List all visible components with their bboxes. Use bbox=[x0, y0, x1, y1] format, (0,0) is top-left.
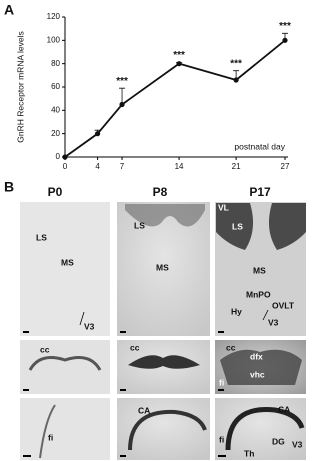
point bbox=[94, 131, 101, 137]
error-bar bbox=[119, 87, 126, 105]
stain bbox=[28, 356, 102, 371]
line-chart: 0 20 40 60 80 100 120 0 4 7 14 21 27 GnRH Receptor mR… bbox=[15, 12, 291, 171]
y-tick-label: 100 bbox=[47, 35, 61, 44]
column-title: P0 bbox=[48, 185, 63, 199]
stain bbox=[216, 203, 306, 250]
region-label: OVLT bbox=[272, 300, 295, 310]
y-axis-label: GnRH Receptor mRNA levels bbox=[15, 31, 25, 142]
y-tick-label: 20 bbox=[51, 129, 60, 138]
region-label: cc bbox=[130, 342, 140, 352]
region-label: dfx bbox=[250, 351, 263, 361]
significance: *** bbox=[279, 21, 291, 32]
column-title: P17 bbox=[249, 185, 271, 199]
stain bbox=[220, 349, 302, 385]
region-label: MnPO bbox=[246, 289, 271, 299]
point bbox=[233, 77, 239, 83]
significance: *** bbox=[230, 58, 242, 69]
region-label: fi bbox=[48, 432, 53, 442]
x-tick-label: 0 bbox=[63, 162, 68, 171]
micrograph bbox=[20, 340, 110, 394]
stain bbox=[128, 409, 207, 451]
region-label: cc bbox=[226, 342, 236, 352]
micrograph-grid: P0 P8 P17 LS MS V3 LS MS VL LS bbox=[20, 185, 306, 460]
column-title: P8 bbox=[153, 185, 168, 199]
x-annotation: postnatal day bbox=[234, 141, 285, 151]
x-tick-label: 4 bbox=[95, 162, 100, 171]
figure: A B 0 20 40 60 80 100 120 0 4 7 14 21 27 GnRH Recepto… bbox=[4, 2, 306, 460]
panel-label: B bbox=[4, 179, 14, 195]
region-label: fi bbox=[219, 377, 224, 387]
significance: *** bbox=[116, 76, 128, 87]
micrograph bbox=[117, 202, 210, 336]
pointer bbox=[79, 311, 85, 326]
region-label: V3 bbox=[292, 439, 303, 449]
region-label: MS bbox=[253, 265, 266, 275]
stain bbox=[225, 407, 305, 451]
y-tick-label: 0 bbox=[56, 152, 61, 161]
stain bbox=[39, 404, 56, 459]
region-label: V3 bbox=[84, 321, 95, 331]
pointer bbox=[262, 309, 269, 321]
scale-bars bbox=[23, 331, 226, 457]
region-label: CA bbox=[138, 405, 150, 415]
region-label: fi bbox=[219, 434, 224, 444]
region-label: VL bbox=[218, 202, 229, 212]
point bbox=[176, 61, 182, 67]
region-label: MS bbox=[61, 257, 74, 267]
region-label: MS bbox=[156, 262, 169, 272]
point bbox=[282, 37, 288, 43]
region-label: Hy bbox=[231, 306, 242, 316]
region-label: CA bbox=[278, 404, 290, 414]
region-label: DG bbox=[272, 436, 285, 446]
region-label: LS bbox=[134, 220, 145, 230]
x-tick-label: 27 bbox=[281, 162, 290, 171]
stain bbox=[125, 204, 205, 227]
line bbox=[64, 39, 286, 158]
point bbox=[119, 101, 125, 108]
x-tick-label: 14 bbox=[175, 162, 184, 171]
y-tick-label: 120 bbox=[47, 12, 61, 21]
region-label: LS bbox=[232, 221, 243, 231]
y-tick-label: 40 bbox=[51, 105, 60, 114]
region-label: V3 bbox=[268, 317, 279, 327]
x-tick-label: 7 bbox=[120, 162, 125, 171]
micrograph bbox=[20, 202, 110, 336]
region-label: LS bbox=[36, 232, 47, 242]
panel-label: A bbox=[4, 2, 14, 18]
significance: *** bbox=[173, 50, 185, 61]
y-tick-label: 60 bbox=[51, 82, 60, 91]
region-label: vhc bbox=[250, 369, 265, 379]
point bbox=[62, 154, 68, 160]
micrograph bbox=[117, 340, 210, 394]
region-label: cc bbox=[40, 344, 50, 354]
region-label: Th bbox=[244, 448, 254, 458]
stain bbox=[128, 355, 200, 369]
y-tick-label: 80 bbox=[51, 59, 60, 68]
x-tick-label: 21 bbox=[232, 162, 241, 171]
micrograph bbox=[20, 398, 110, 460]
micrograph bbox=[117, 398, 210, 460]
